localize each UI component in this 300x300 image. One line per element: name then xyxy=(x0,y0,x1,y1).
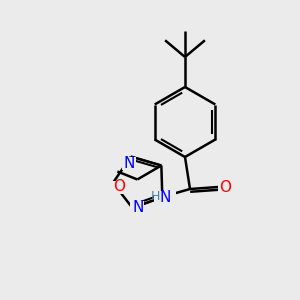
Text: H: H xyxy=(150,190,160,202)
Text: O: O xyxy=(219,179,231,194)
FancyBboxPatch shape xyxy=(130,201,144,214)
Text: N: N xyxy=(123,156,135,171)
Text: N: N xyxy=(133,200,144,215)
Text: N: N xyxy=(159,190,171,205)
FancyBboxPatch shape xyxy=(122,157,136,170)
Text: O: O xyxy=(113,179,125,194)
FancyBboxPatch shape xyxy=(218,181,232,194)
FancyBboxPatch shape xyxy=(154,190,176,203)
FancyBboxPatch shape xyxy=(111,181,125,194)
